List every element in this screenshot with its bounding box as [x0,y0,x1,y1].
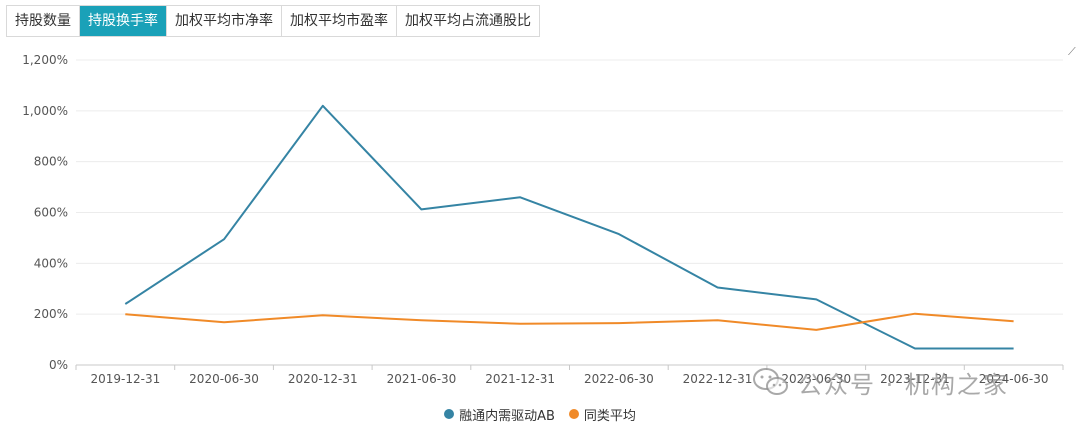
collapse-icon[interactable]: ⟋ [1068,45,1076,58]
x-tick-label: 2021-06-30 [387,372,457,386]
x-tick-label: 2023-06-30 [781,372,851,386]
y-tick-label: 400% [34,256,68,270]
legend-marker-series1 [444,409,455,419]
y-tick-label: 600% [34,206,68,220]
tab-holding-quantity[interactable]: 持股数量 [7,6,80,36]
x-tick-label: 2019-12-31 [90,372,160,386]
y-tick-label: 800% [34,155,68,169]
tab-weighted-float-ratio[interactable]: 加权平均占流通股比 [397,6,539,36]
tab-holding-turnover[interactable]: 持股换手率 [80,6,167,36]
y-tick-label: 0% [49,358,68,372]
legend-item-series1[interactable]: 融通内需驱动AB [444,405,555,424]
series-line-2 [125,312,1014,331]
x-tick-label: 2024-06-30 [979,372,1049,386]
legend-label-series2: 同类平均 [583,408,636,424]
x-tick-label: 2021-12-31 [485,372,555,386]
x-tick-label: 2022-06-30 [584,372,654,386]
x-tick-label: 2020-12-31 [288,372,358,386]
series-lines [124,104,1014,350]
y-tick-label: 1,000% [22,104,68,118]
x-tick-label: 2022-12-31 [683,372,753,386]
y-tick-label: 200% [34,307,68,321]
turnover-line-chart: 0% 200% 400% 600% 800% 1,000% 1,200% 2019-12-31… [22,53,1064,386]
x-tick-label: 2023-12-31 [880,372,950,386]
tab-weighted-pe[interactable]: 加权平均市盈率 [282,6,397,36]
y-tick-label: 1,200% [22,53,68,67]
grid-lines [76,59,1063,366]
tab-bar: 持股数量 持股换手率 加权平均市净率 加权平均市盈率 加权平均占流通股比 [6,5,540,37]
legend: 融通内需驱动AB 同类平均 [0,404,1080,424]
legend-item-series2[interactable]: 同类平均 [568,405,636,424]
axes: 0% 200% 400% 600% 800% 1,000% 1,200% 2019-12-31… [22,53,1064,386]
legend-label-series1: 融通内需驱动AB [459,408,555,424]
legend-marker-series2 [568,409,579,419]
x-tick-label: 2020-06-30 [189,372,259,386]
tab-weighted-pb[interactable]: 加权平均市净率 [167,6,282,36]
series-line-1 [124,104,1014,350]
